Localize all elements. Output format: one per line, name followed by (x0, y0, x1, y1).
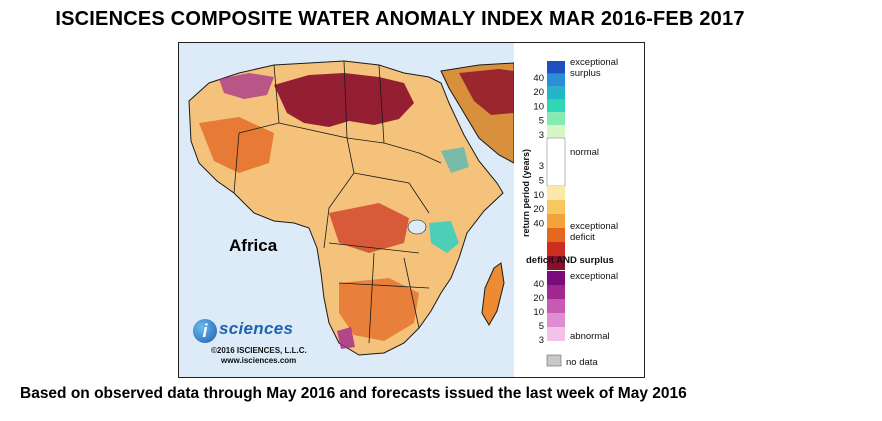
logo-copyright: ©2016 ISCIENCES, L.L.C. (211, 346, 307, 355)
deficit-swatch-5 (547, 242, 565, 256)
isciences-logo: i sciences ©2016 ISCIENCES, L.L.C. www.i… (193, 319, 333, 371)
legend-axis-title: return period (years) (521, 149, 531, 237)
both-tick-5: 3 (539, 335, 544, 346)
surplus-swatch-2 (547, 73, 565, 87)
deficit-tick-2: 5 (539, 175, 544, 186)
deficit-label-line2: deficit (570, 232, 595, 243)
deficit-swatch-3 (547, 214, 565, 228)
sahara-deficit-zone (274, 73, 414, 127)
surplus-swatch-1 (547, 61, 565, 74)
normal-label: normal (570, 147, 599, 158)
surplus-swatch-6 (547, 125, 565, 138)
southern-deficit-zone (339, 278, 419, 341)
africa-map[interactable] (179, 43, 514, 377)
both-bottom-label: abnormal (570, 331, 610, 342)
lake-victoria (407, 219, 427, 235)
deficit-label-line1: exceptional (570, 221, 618, 232)
southwest-mixed-zone (337, 327, 355, 349)
both-tick-labels: 40 20 10 5 3 (533, 279, 544, 346)
footer-note: Based on observed data through May 2016 … (20, 385, 687, 402)
both-tick-1: 40 (533, 279, 544, 290)
both-title: deficit AND surplus (526, 255, 614, 266)
both-tick-3: 10 (533, 307, 544, 318)
surplus-label-line2: surplus (570, 68, 601, 79)
deficit-tick-1: 3 (539, 161, 544, 172)
logo-url: www.isciences.com (221, 356, 297, 365)
horn-surplus-zone (441, 147, 469, 173)
deficit-swatch-4 (547, 228, 565, 242)
page-title: ISCIENCES COMPOSITE WATER ANOMALY INDEX … (55, 8, 745, 30)
map-svg (188, 60, 514, 356)
surplus-tick-4: 5 (539, 116, 544, 127)
region-label: Africa (229, 236, 278, 255)
deficit-tick-5: 40 (533, 219, 544, 230)
both-tick-2: 20 (533, 293, 544, 304)
surplus-tick-5: 3 (539, 130, 544, 141)
map-panel: Africa i sciences ©2016 ISCIENCES, L.L.C… (178, 42, 645, 378)
east-surplus-zone (429, 221, 459, 253)
both-swatch-5 (547, 327, 565, 341)
normal-swatch (546, 137, 566, 187)
deficit-color-bar (547, 186, 565, 270)
surplus-tick-labels: 40 20 10 5 3 (533, 73, 544, 141)
deficit-tick-labels: 3 5 10 20 40 (533, 161, 544, 230)
no-data-swatch (546, 354, 562, 367)
central-deficit-zone (329, 203, 409, 253)
surplus-color-bar (547, 61, 565, 138)
no-data-label: no data (566, 357, 598, 368)
logo-word: sciences (219, 319, 294, 338)
surplus-swatch-3 (547, 86, 565, 100)
both-swatch-4 (547, 313, 565, 327)
country-borders (233, 60, 442, 344)
both-swatch-3 (547, 299, 565, 313)
deficit-tick-4: 20 (533, 204, 544, 215)
surplus-tick-3: 10 (533, 101, 544, 112)
arabia-deficit-zone (459, 69, 514, 115)
both-top-label: exceptional (570, 271, 618, 282)
both-tick-4: 5 (539, 321, 544, 332)
surplus-swatch-4 (547, 99, 565, 113)
legend: 40 20 10 5 3 3 5 10 20 40 40 20 10 5 3 exceptional s… (514, 43, 644, 377)
surplus-tick-2: 20 (533, 87, 544, 98)
deficit-swatch-1 (547, 186, 565, 200)
both-swatch-1 (547, 271, 565, 285)
deficit-and-surplus-color-bar (547, 271, 565, 341)
deficit-swatch-6 (547, 256, 565, 270)
northwest-deficit-zone (219, 73, 274, 99)
legend-svg: 40 20 10 5 3 3 5 10 20 40 40 20 10 5 3 exceptional s… (521, 57, 618, 368)
west-africa-deficit-zone (199, 117, 274, 173)
deficit-swatch-2 (547, 200, 565, 214)
landmass-madagascar (481, 262, 505, 326)
deficit-tick-3: 10 (533, 190, 544, 201)
surplus-tick-1: 40 (533, 73, 544, 84)
both-swatch-2 (547, 285, 565, 299)
logo-badge: i (193, 319, 217, 343)
surplus-swatch-5 (547, 112, 565, 125)
surplus-label-line1: exceptional (570, 57, 618, 68)
